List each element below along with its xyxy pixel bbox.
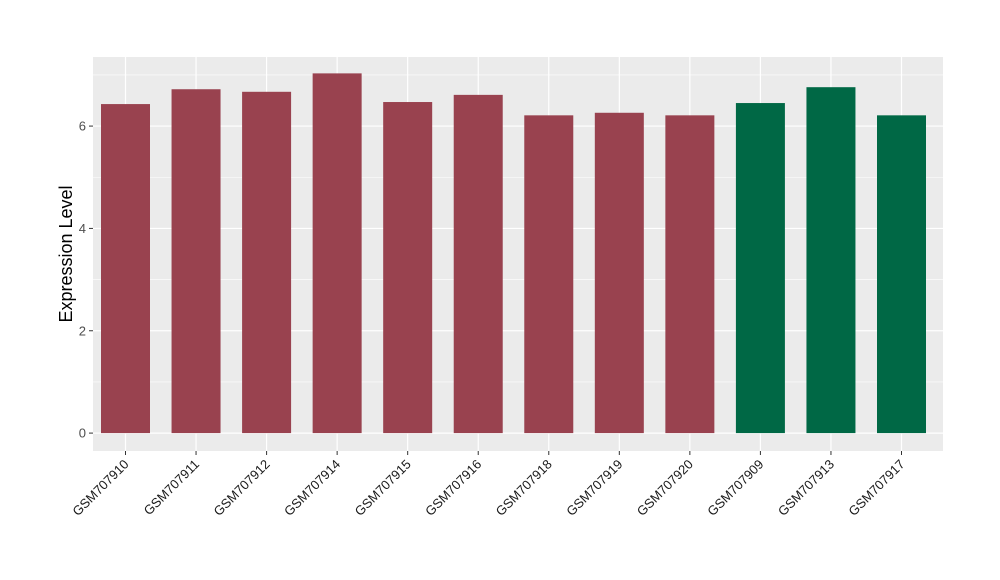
x-tick-label: GSM707911: [141, 457, 203, 519]
y-tick-label: 2: [79, 323, 86, 338]
bar-GSM707915: [383, 102, 433, 434]
bar-GSM707916: [453, 94, 503, 434]
y-tick-label: 4: [79, 221, 86, 236]
x-tick-label: GSM707918: [493, 457, 555, 519]
y-axis-title: Expression Level: [56, 185, 76, 322]
bar-GSM707914: [312, 73, 362, 434]
bar-GSM707911: [171, 89, 221, 434]
grid-minor-lines: [93, 74, 943, 383]
bar-GSM707918: [524, 115, 574, 434]
x-tick-label: GSM707910: [69, 457, 131, 519]
plot-panel: [93, 57, 943, 451]
x-tick-label: GSM707914: [281, 457, 343, 519]
bar-GSM707913: [806, 87, 856, 434]
x-tick-label: GSM707915: [352, 457, 414, 519]
x-axis-ticks: GSM707910 GSM707911 GSM707912 GSM707914 GSM7…: [69, 451, 908, 519]
bar-GSM707909: [735, 103, 785, 434]
x-tick-label: GSM707912: [210, 457, 272, 519]
x-tick-label: GSM707917: [845, 457, 907, 519]
x-tick-label: GSM707916: [422, 457, 484, 519]
y-axis-ticks: 0 2 4 6: [79, 119, 93, 441]
x-tick-label: GSM707909: [704, 457, 766, 519]
bar-GSM707917: [877, 115, 926, 434]
y-tick-label: 6: [79, 119, 86, 134]
y-tick-label: 0: [79, 426, 86, 441]
bar-GSM707910: [101, 104, 150, 434]
bar-GSM707920: [665, 115, 715, 434]
bar-GSM707912: [242, 91, 292, 434]
x-tick-label: GSM707920: [634, 457, 696, 519]
x-tick-label: GSM707913: [775, 457, 837, 519]
x-tick-label: GSM707919: [563, 457, 625, 519]
bars: [101, 73, 926, 434]
bar-GSM707919: [594, 112, 644, 434]
